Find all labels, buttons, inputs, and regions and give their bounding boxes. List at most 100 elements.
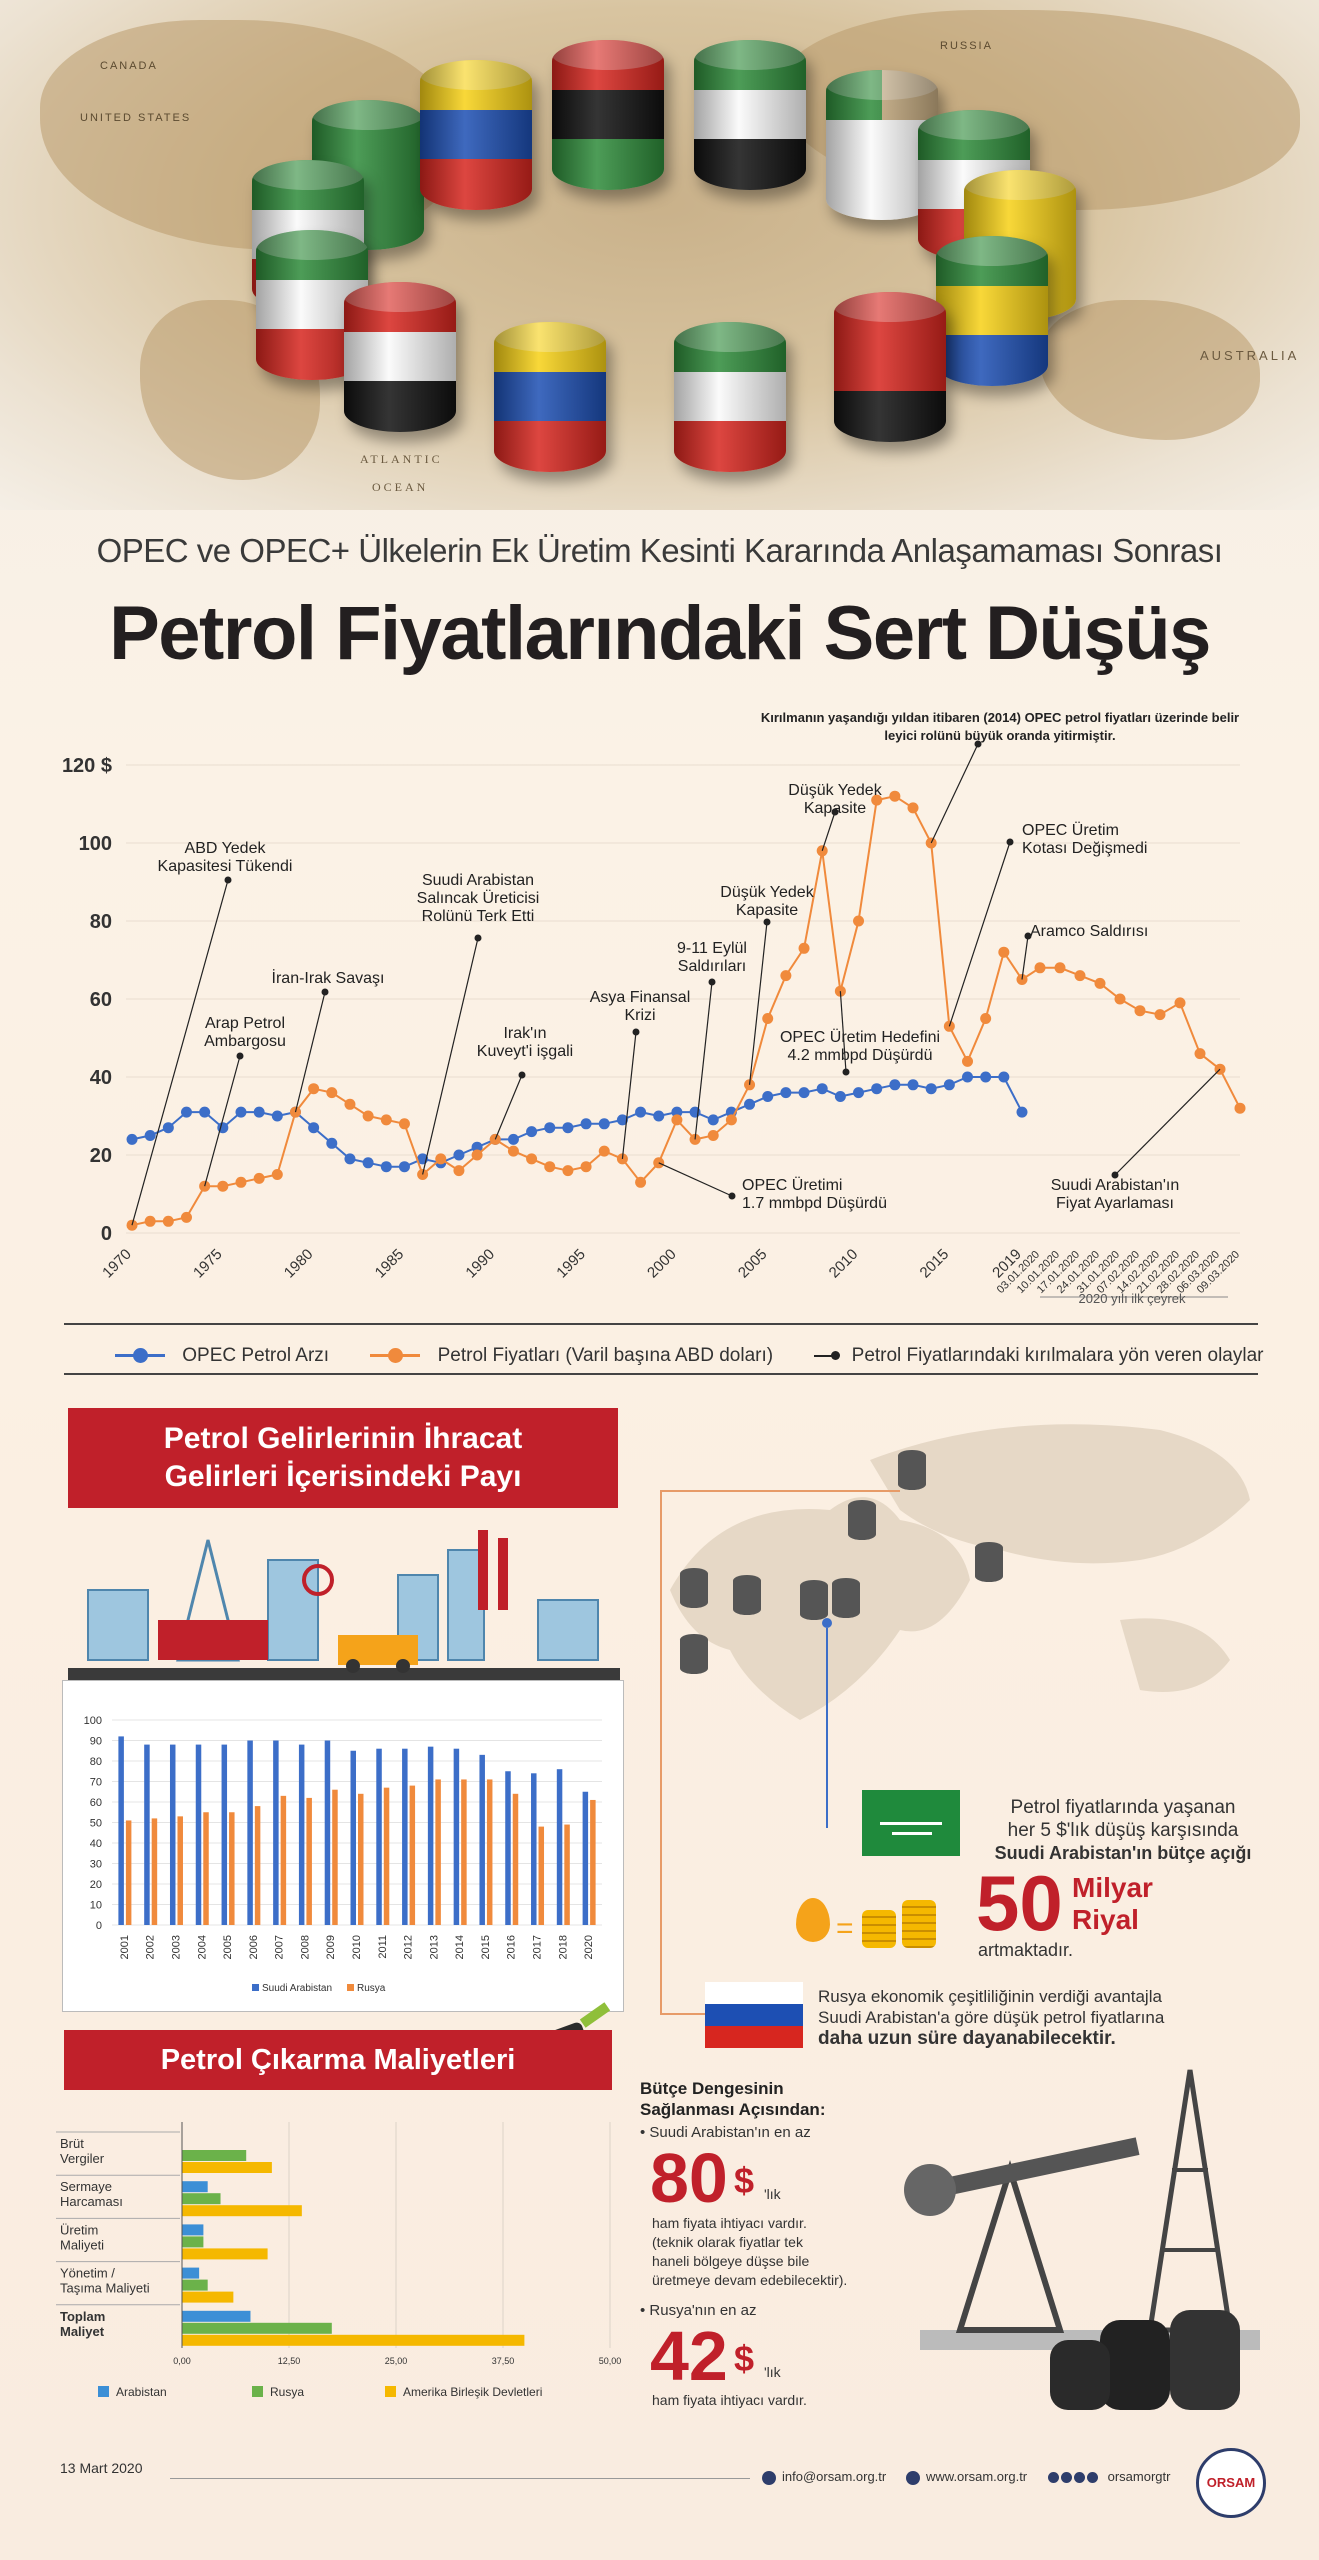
annotation-label: 9-11 Eylül xyxy=(677,940,747,957)
annotation-dot xyxy=(974,740,982,748)
cost-bar xyxy=(182,2279,208,2291)
saudi-bar xyxy=(531,1773,537,1925)
category-label: Yönetim / xyxy=(60,2266,115,2281)
russia-bar xyxy=(203,1812,209,1925)
oil-price-point xyxy=(562,1165,574,1177)
opec-supply-point xyxy=(271,1110,283,1122)
oil-price-point xyxy=(725,1114,737,1126)
cost-bar xyxy=(182,2150,247,2161)
opec-supply-point xyxy=(816,1083,828,1095)
oil-price-point xyxy=(907,802,919,814)
oil-price-point xyxy=(526,1153,538,1165)
map-landmass xyxy=(1040,300,1260,440)
oil-price-point xyxy=(744,1079,756,1091)
budget-title1: Bütçe Dengesinin xyxy=(640,2079,784,2098)
annotation-arrow xyxy=(494,1074,523,1140)
budget-title: Bütçe Dengesinin Sağlanması Açısından: xyxy=(640,2078,825,2120)
saudi-bar xyxy=(582,1791,589,1925)
annotation-label: Suudi Arabistan xyxy=(422,872,534,889)
opec-supply-point xyxy=(907,1079,919,1091)
cost-chart-title: Petrol Çıkarma Maliyetleri xyxy=(64,2030,612,2090)
y-tick-label: 90 xyxy=(90,1736,102,1748)
annotation-dot xyxy=(842,1068,850,1076)
saudi-bar xyxy=(556,1769,563,1925)
oil-price-point xyxy=(1234,1102,1246,1114)
oil-price-point xyxy=(326,1087,338,1099)
opec-supply-point xyxy=(635,1106,647,1118)
x-tick-label: 2002 xyxy=(145,1935,157,1959)
opec-supply-point xyxy=(562,1122,574,1134)
hero-image: UNITED STATES CANADA RUSSIA ATLANTIC OCE… xyxy=(0,0,1319,510)
annotation-arrow xyxy=(839,991,847,1073)
oil-price-point xyxy=(471,1149,483,1161)
annotation-dot xyxy=(763,918,771,926)
legend-label: Amerika Birleşik Devletleri xyxy=(403,2385,542,2399)
revenue-chart-title: Petrol Gelirlerinin İhracat Gelirleri İç… xyxy=(68,1408,618,1508)
twitter-icon xyxy=(1074,2472,1085,2484)
saudi-tail: artmaktadır. xyxy=(978,1940,1074,1960)
x-tick-label: 2010 xyxy=(351,1935,363,1959)
legend-label: Rusya xyxy=(270,2385,304,2399)
opec-supply-point xyxy=(925,1083,937,1095)
annotation-label: Fiyat Ayarlaması xyxy=(1056,1195,1174,1212)
barrel-icon xyxy=(975,1542,1003,1582)
russia-bar xyxy=(358,1793,364,1925)
annotation-label: Kapasite xyxy=(804,800,866,817)
x-tick-label: 2015 xyxy=(917,1246,953,1282)
saudi-bar xyxy=(505,1771,511,1925)
oil-price-point xyxy=(943,1020,955,1032)
annotation-dot xyxy=(1006,838,1014,846)
revenue-bar-chart: 0 10 20 30 40 50 60 70 80 90 100 2001 2002 2003 2004 20… xyxy=(84,1715,602,1994)
oil-price-point xyxy=(671,1114,683,1126)
opec-supply-point xyxy=(180,1106,192,1118)
y-tick-label: 60 xyxy=(90,1797,102,1809)
annotation-label: Düşük Yedek xyxy=(788,782,882,799)
opec-supply-point xyxy=(744,1098,756,1110)
divider xyxy=(64,1373,1258,1375)
cost-bar xyxy=(182,2248,268,2260)
connector-line xyxy=(826,1628,828,1828)
russia-bar xyxy=(435,1779,441,1925)
opec-supply-point xyxy=(780,1087,792,1099)
footer-social[interactable]: orsamorgtr xyxy=(1048,2469,1170,2484)
annotation-arrow xyxy=(294,991,326,1113)
barrel-icon xyxy=(344,282,456,432)
budget-title2: Sağlanması Açısından: xyxy=(640,2100,826,2119)
barrel-icon xyxy=(680,1634,708,1674)
x-tick-label: 2000 xyxy=(644,1246,680,1282)
map-label: ATLANTIC xyxy=(360,452,443,466)
connector-line xyxy=(660,2013,710,2015)
opec-supply-point xyxy=(871,1083,883,1095)
x-tick-label: 1980 xyxy=(281,1246,317,1282)
divider xyxy=(64,1323,1258,1325)
y-tick-label: 80 xyxy=(90,911,112,933)
saudi-unit1: Milyar xyxy=(1072,1872,1153,1903)
saudi-line3: Suudi Arabistan'ın bütçe açığı xyxy=(994,1843,1252,1863)
barrel-icon xyxy=(898,1450,926,1490)
oil-price-point xyxy=(580,1161,592,1173)
annotation-label: Suudi Arabistan'ın xyxy=(1051,1177,1179,1194)
opec-supply-point xyxy=(798,1087,810,1099)
annotation-label: leyici rolünü büyük oranda yitirmiştir. xyxy=(884,728,1115,743)
opec-supply-point xyxy=(380,1161,392,1173)
y-tick-label: 30 xyxy=(90,1859,102,1871)
cost-bar xyxy=(182,2205,302,2217)
opec-supply-point xyxy=(235,1106,247,1118)
legend-swatch xyxy=(252,1984,259,1991)
y-tick-label: 100 xyxy=(84,1715,102,1727)
footer-email[interactable]: info@orsam.org.tr xyxy=(762,2469,886,2485)
saudi-bar xyxy=(324,1740,331,1925)
saudi-bar xyxy=(221,1744,228,1925)
oil-price-point xyxy=(180,1211,192,1223)
footer-web[interactable]: www.orsam.org.tr xyxy=(906,2469,1027,2485)
russia-line2: Suudi Arabistan'a göre düşük petrol fiya… xyxy=(818,2008,1165,2027)
saudi-bar xyxy=(195,1744,202,1925)
page-title: Petrol Fiyatlarındaki Sert Düşüş xyxy=(109,591,1211,676)
opec-supply-point xyxy=(362,1157,374,1169)
oil-price-point xyxy=(253,1172,265,1184)
x-tick-label: 2014 xyxy=(454,1935,466,1959)
opec-supply-point xyxy=(507,1133,519,1145)
oil-price-point xyxy=(308,1083,320,1095)
y-tick-label: 100 xyxy=(79,833,112,855)
